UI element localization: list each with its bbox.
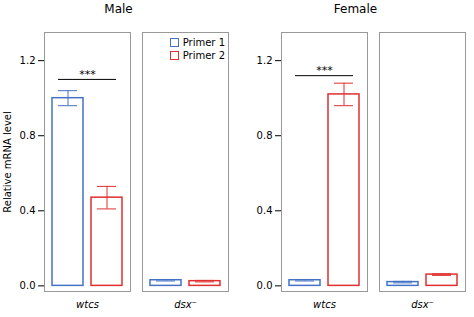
svg-text:0.8: 0.8 xyxy=(20,130,36,141)
html-text:Primer 1: Primer 1 xyxy=(182,37,225,48)
svg-text:***: *** xyxy=(316,64,333,77)
svg-text:Relative mRNA level: Relative mRNA level xyxy=(2,111,13,212)
svg-text:1.2: 1.2 xyxy=(257,55,273,66)
svg-text:0.4: 0.4 xyxy=(257,205,273,216)
svg-text:1.2: 1.2 xyxy=(20,55,36,66)
html-text:Primer 2: Primer 2 xyxy=(182,50,225,61)
svg-text:0.0: 0.0 xyxy=(257,280,273,291)
svg-text:dsx⁻: dsx⁻ xyxy=(411,299,434,310)
svg-text:dsx⁻: dsx⁻ xyxy=(174,299,197,310)
svg-text:0.0: 0.0 xyxy=(20,280,36,291)
svg-text:***: *** xyxy=(79,68,96,81)
svg-text:0.8: 0.8 xyxy=(257,130,273,141)
svg-text:wtcs: wtcs xyxy=(313,299,336,310)
html-text:Male: Male xyxy=(104,2,133,16)
svg-text:0.4: 0.4 xyxy=(20,205,36,216)
html-text:Female: Female xyxy=(333,2,378,16)
svg-text:wtcs: wtcs xyxy=(76,299,99,310)
